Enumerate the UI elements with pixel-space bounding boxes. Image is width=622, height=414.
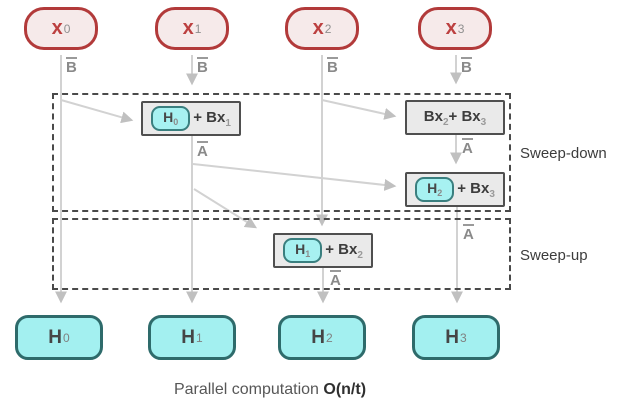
- abar-label-h0bx1: A: [197, 141, 208, 160]
- sweep-down-region: [52, 93, 511, 212]
- complexity-term: O(n/t): [323, 381, 367, 398]
- state-pill-h2: H2: [415, 177, 455, 202]
- abar-label-bx2bx3: A: [462, 138, 473, 157]
- edge-x0-to-h0bx1: [60, 99, 134, 124]
- compute-box-h0-bx1: H0 + Bx1: [141, 101, 241, 136]
- edge-h0bx1-to-h2bx3: [192, 163, 397, 191]
- sweep-up-label: Sweep-up: [520, 247, 588, 264]
- edge-x2-to-bx2bx3: [321, 99, 397, 120]
- sweep-down-label: Sweep-down: [520, 145, 607, 162]
- compute-op: + Bx3: [457, 179, 495, 200]
- figure-caption: Parallel computation O(n/t): [173, 381, 367, 398]
- input-node-x2-label: x: [312, 17, 324, 39]
- abar-label-h1bx2: A: [330, 270, 341, 289]
- edge-h0bx1-to-h1bx2: [193, 188, 258, 229]
- bbar-label-3: B: [461, 57, 472, 76]
- compute-box-bx2-bx3: Bx2+ Bx3: [405, 100, 505, 135]
- input-node-x0-label: x: [51, 17, 63, 39]
- input-node-x3-label: x: [445, 17, 457, 39]
- compute-box-h2-bx3: H2 + Bx3: [405, 172, 505, 207]
- state-pill-h1: H1: [283, 238, 323, 263]
- compute-box-h1-bx2: H1 + Bx2: [273, 233, 373, 268]
- bbar-label-0: B: [66, 57, 77, 76]
- sweep-up-region: [52, 218, 511, 290]
- abar-label-h2bx3: A: [463, 224, 474, 243]
- input-node-x1-label: x: [182, 17, 194, 39]
- bbar-label-1: B: [197, 57, 208, 76]
- compute-op: Bx2+ Bx3: [423, 107, 487, 128]
- compute-op: + Bx2: [325, 240, 363, 261]
- compute-op: + Bx1: [193, 108, 231, 129]
- state-pill-h0: H0: [151, 106, 191, 131]
- bbar-label-2: B: [327, 57, 338, 76]
